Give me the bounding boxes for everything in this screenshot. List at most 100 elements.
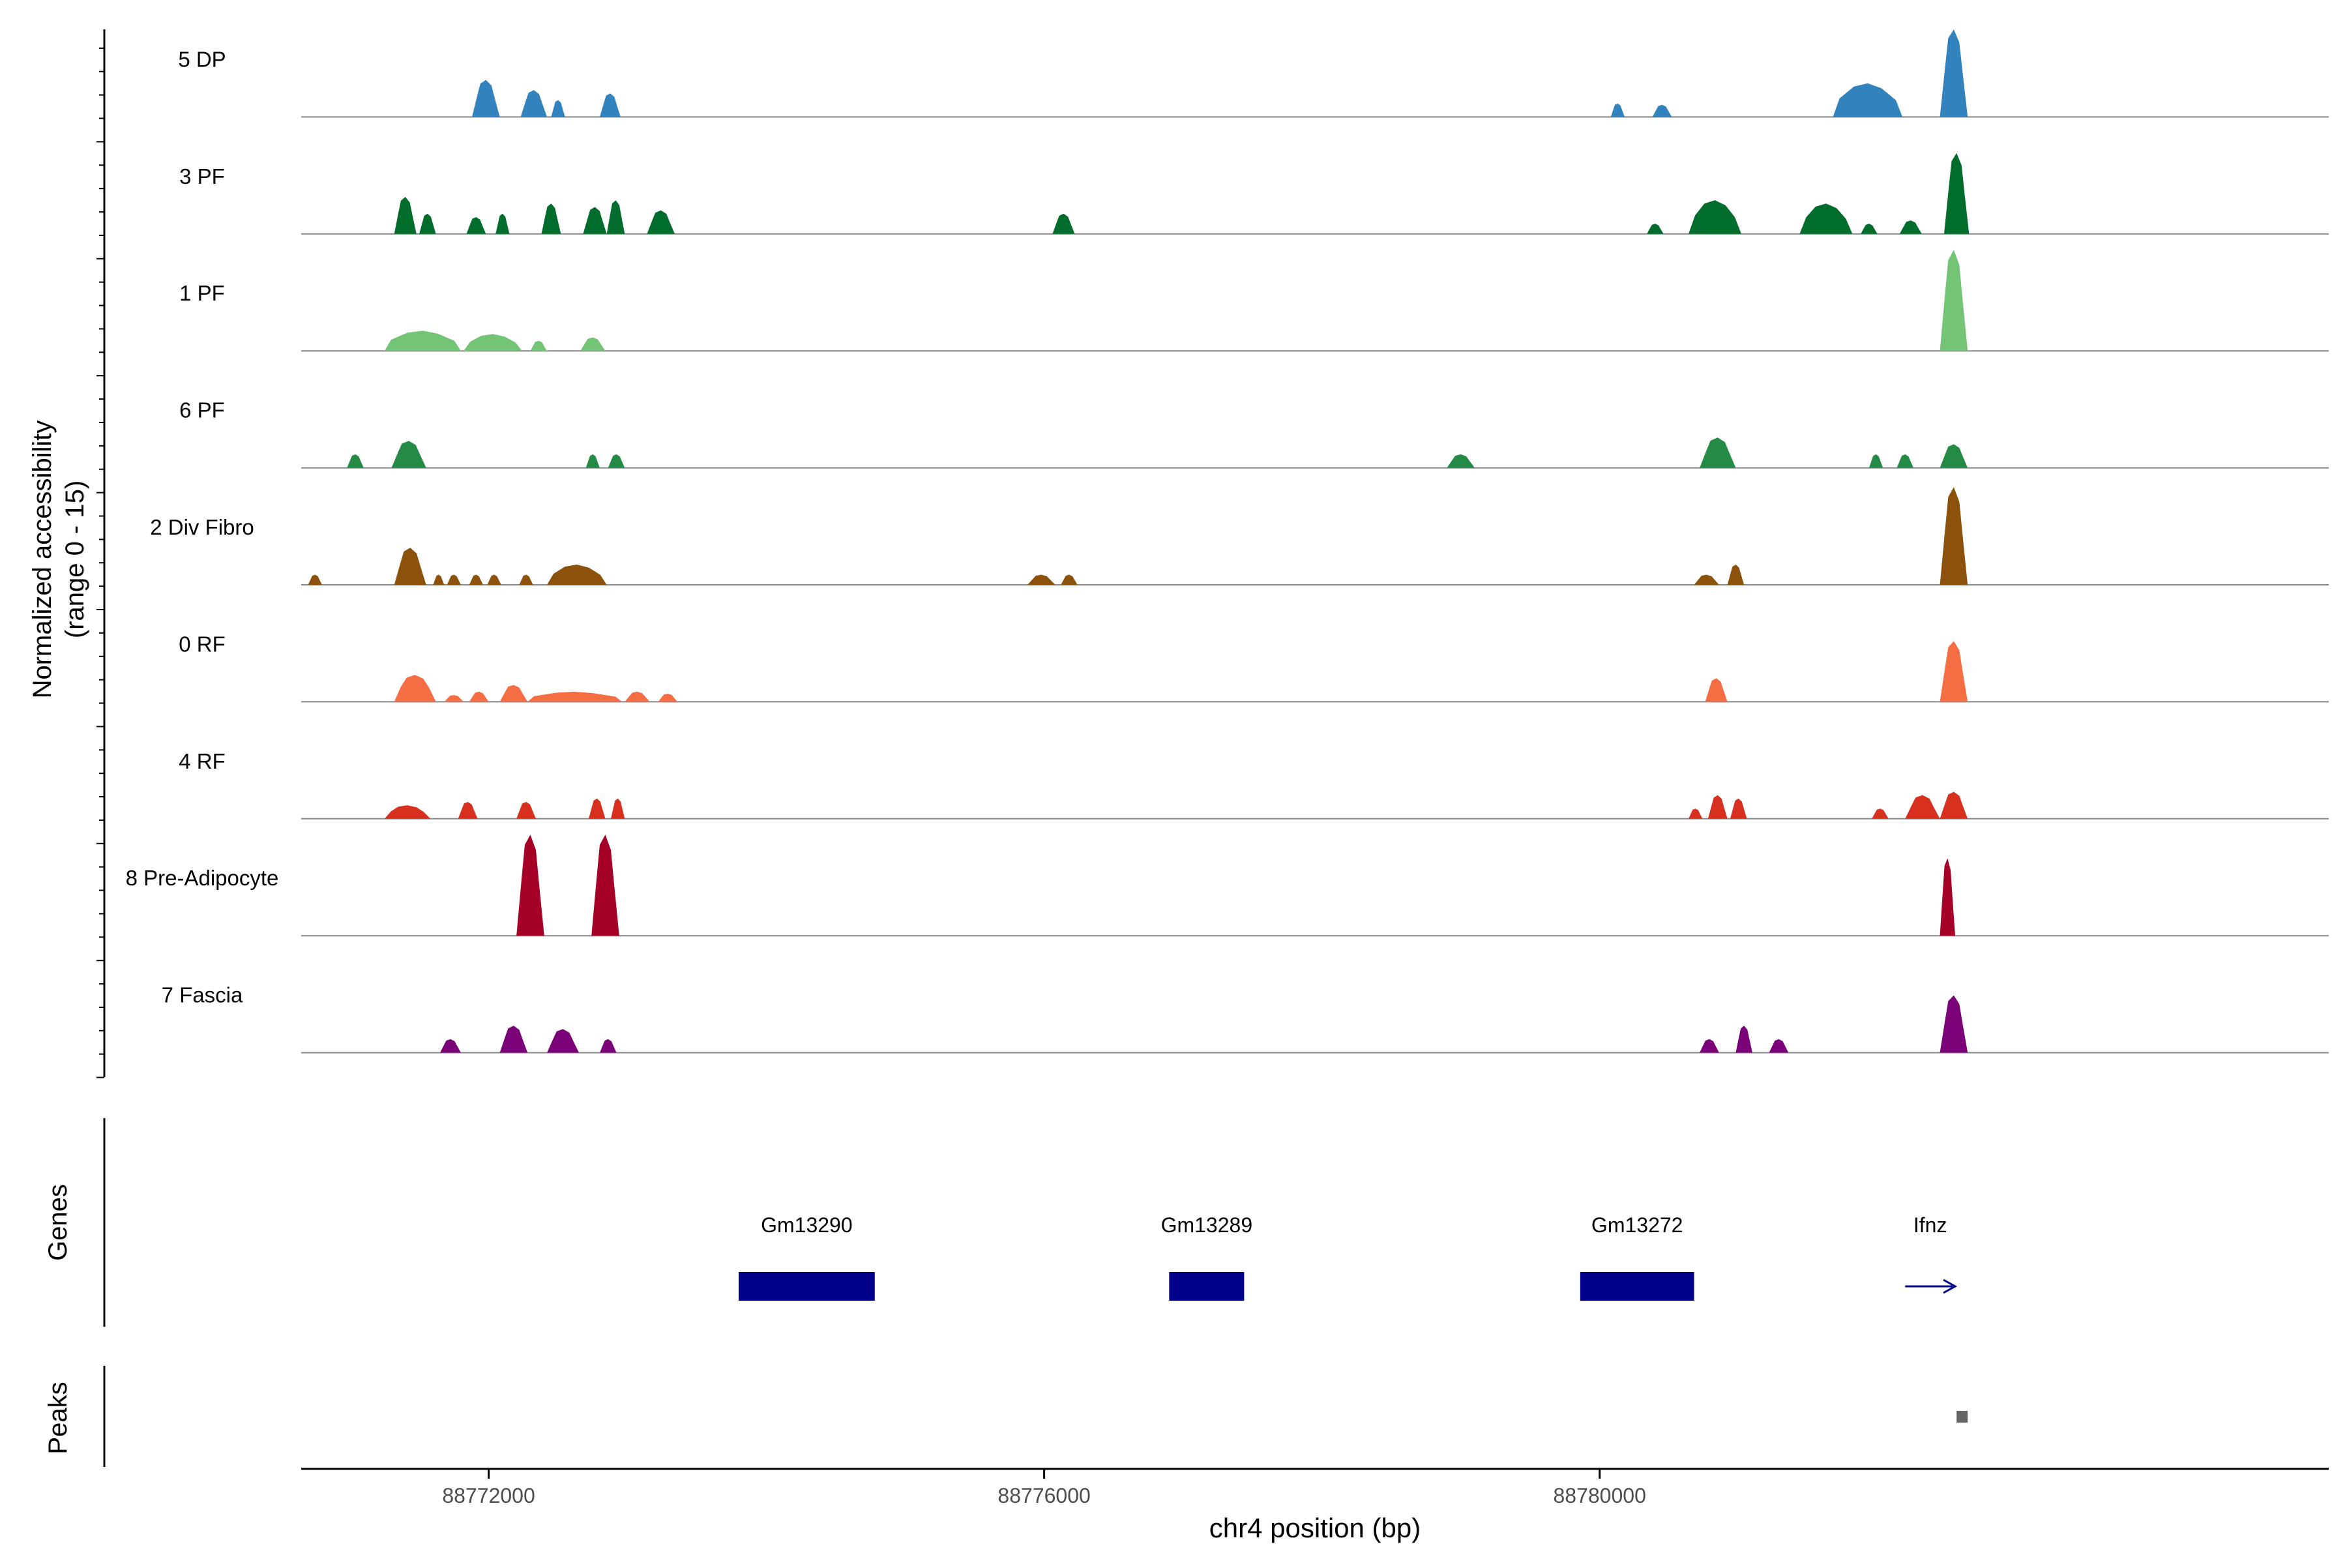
coverage-peak — [625, 691, 650, 702]
coverage-peak — [1700, 437, 1736, 468]
coverage-peak — [1610, 103, 1625, 117]
y-axis-range-label: (range 0 - 15) — [61, 481, 89, 638]
coverage-peak — [1769, 1039, 1789, 1053]
gene-label: Gm13290 — [761, 1213, 853, 1237]
gene-arrow-head — [1943, 1279, 1958, 1294]
coverage-peak — [472, 80, 500, 117]
coverage-peak — [516, 801, 536, 819]
coverage-peak — [447, 574, 461, 585]
track-label: 4 RF — [179, 749, 226, 773]
genes-axis-label: Genes — [44, 1184, 72, 1261]
coverage-peak — [1652, 104, 1672, 117]
gene-label: Ifnz — [1913, 1213, 1947, 1237]
coverage-peak — [1868, 454, 1883, 468]
gene-label: Gm13272 — [1591, 1213, 1683, 1237]
peaks-axis-label: Peaks — [44, 1382, 72, 1454]
coverage-peak — [1689, 808, 1703, 819]
coverage-peak — [466, 216, 486, 234]
coverage-peak — [495, 213, 510, 234]
coverage-peak — [527, 691, 623, 702]
coverage-peak — [520, 90, 548, 117]
coverage-peak — [1689, 200, 1741, 234]
coverage-peak — [599, 1039, 617, 1053]
coverage-peak — [647, 210, 675, 234]
coverage-peak — [1027, 574, 1055, 585]
coverage-peak — [469, 574, 484, 585]
track-label: 1 PF — [179, 281, 225, 305]
coverage-peak — [347, 454, 364, 468]
coverage-peak — [444, 695, 464, 702]
coverage-peak — [384, 805, 431, 819]
coverage-peak — [1730, 798, 1747, 819]
coverage-peak — [1694, 574, 1719, 585]
coverage-peak — [530, 340, 548, 351]
gene-block — [1169, 1272, 1245, 1301]
coverage-peak — [1940, 791, 1968, 819]
coverage-peak — [394, 548, 426, 585]
coverage-peak — [394, 196, 417, 234]
coverage-peak — [588, 798, 606, 819]
coverage-peak — [580, 337, 606, 351]
coverage-peak — [658, 694, 678, 702]
peak-marker — [1956, 1411, 1968, 1423]
coverage-peak — [308, 574, 322, 585]
coverage-peak — [1799, 203, 1853, 234]
coverage-peak — [433, 574, 445, 585]
coverage-peak — [608, 454, 625, 468]
coverage-peak — [591, 835, 619, 936]
coverage-peak — [516, 835, 544, 936]
track-label: 8 Pre-Adipocyte — [126, 866, 279, 890]
coverage-peak — [1052, 213, 1075, 234]
coverage-peak — [1705, 678, 1728, 702]
coverage-peak — [1833, 83, 1903, 117]
coverage-peak — [606, 200, 625, 234]
coverage-peak — [599, 93, 621, 117]
coverage-peak — [1940, 487, 1968, 585]
coverage-peak — [547, 1029, 580, 1053]
track-label: 6 PF — [179, 398, 225, 422]
track-label: 5 DP — [178, 47, 226, 71]
coverage-peak — [583, 207, 607, 234]
coverage-peak — [1940, 995, 1968, 1053]
track-label: 2 Div Fibro — [150, 515, 254, 539]
gene-label: Gm13289 — [1161, 1213, 1253, 1237]
coverage-peak — [419, 213, 436, 234]
coverage-peak — [1061, 574, 1078, 585]
coverage-peak — [1861, 224, 1878, 234]
gene-block — [738, 1272, 875, 1301]
coverage-peak — [541, 203, 561, 234]
coverage-peak — [551, 100, 565, 117]
coverage-peak — [1707, 795, 1728, 819]
coverage-peak — [1647, 224, 1664, 234]
y-axis-label: Normalized accessibility — [28, 421, 57, 699]
coverage-peak — [547, 565, 607, 585]
coverage-peak — [1735, 1026, 1752, 1053]
track-label: 3 PF — [179, 164, 225, 188]
coverage-peak — [1940, 858, 1955, 936]
coverage-peak — [464, 334, 522, 351]
coverage-peak — [611, 798, 625, 819]
x-axis-label: chr4 position (bp) — [1209, 1513, 1421, 1543]
coverage-peak — [1940, 444, 1968, 468]
coverage-peak — [1727, 565, 1745, 585]
coverage-peak — [499, 685, 528, 702]
coverage-peak — [1700, 1039, 1719, 1053]
gene-block — [1580, 1272, 1694, 1301]
coverage-peak — [1899, 220, 1922, 234]
coverage-peak — [1940, 250, 1968, 351]
coverage-peak — [391, 441, 426, 468]
coverage-peak — [499, 1026, 528, 1053]
coverage-peak — [394, 675, 436, 702]
coverage-peak — [1897, 454, 1914, 468]
x-tick-label: 88772000 — [442, 1484, 535, 1507]
coverage-peak — [469, 691, 489, 702]
coverage-peak — [1940, 641, 1968, 702]
coverage-peak — [487, 574, 501, 585]
coverage-peak — [1940, 29, 1968, 117]
coverage-peak — [1943, 153, 1970, 234]
coverage-peak — [1447, 454, 1475, 468]
x-tick-label: 88776000 — [997, 1484, 1090, 1507]
x-tick-label: 88780000 — [1553, 1484, 1646, 1507]
